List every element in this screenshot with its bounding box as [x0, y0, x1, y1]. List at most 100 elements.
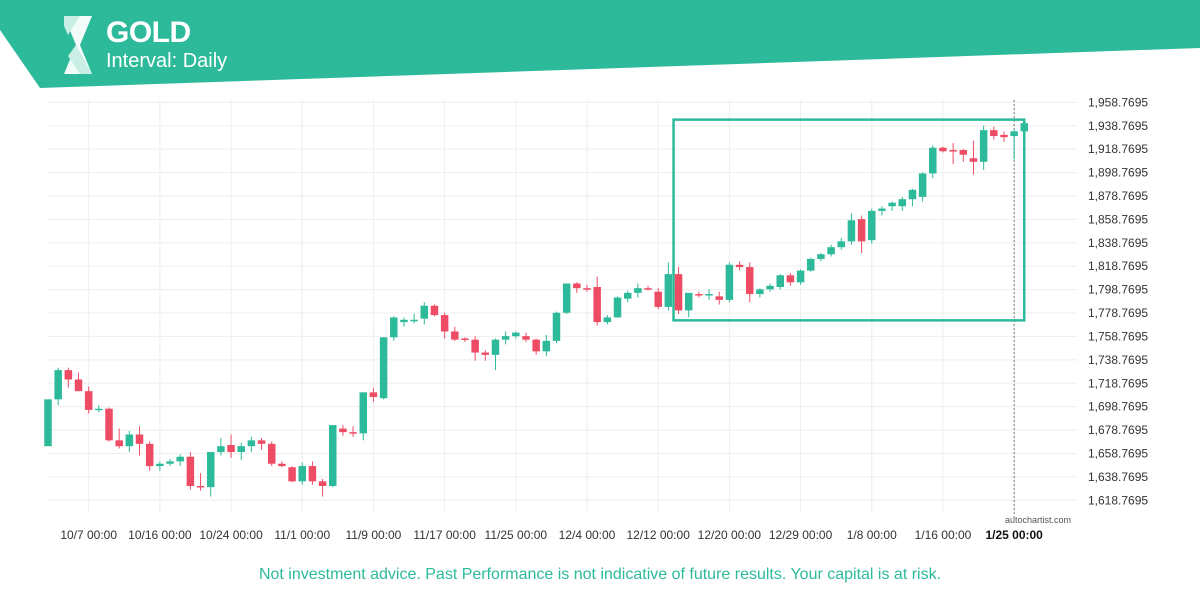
candle-body: [745, 267, 754, 295]
pattern-box: [672, 118, 1026, 322]
candle-body: [583, 288, 591, 290]
candle-body: [166, 461, 174, 464]
candle-body: [501, 336, 510, 340]
candle-body: [603, 317, 612, 323]
candle-body: [796, 270, 805, 283]
y-tick-label: 1,958.7695: [1088, 95, 1148, 109]
candle-body: [735, 264, 744, 268]
candle-body: [756, 289, 764, 295]
y-tick-label: 1,718.7695: [1088, 376, 1148, 390]
candle-body: [807, 258, 815, 271]
autochartist-logo-icon: [64, 16, 92, 74]
candle-body: [400, 319, 408, 323]
y-tick-label: 1,798.7695: [1088, 283, 1148, 297]
candle-body: [827, 247, 835, 255]
header-banner: [0, 0, 1200, 88]
y-tick-label: 1,938.7695: [1088, 119, 1148, 133]
candle-body: [766, 285, 774, 290]
y-tick-label: 1,678.7695: [1088, 423, 1148, 437]
candle-body: [552, 312, 561, 341]
y-tick-label: 1,698.7695: [1088, 400, 1148, 414]
candle-body: [288, 467, 296, 482]
instrument-title: GOLD: [106, 16, 191, 49]
candle-body: [837, 241, 846, 248]
candle-body: [298, 466, 306, 482]
x-tick-label: 1/8 00:00: [847, 528, 897, 542]
candle-body: [868, 210, 876, 241]
candle-body: [1010, 131, 1018, 137]
candle-body: [847, 220, 856, 242]
candle-body: [461, 338, 469, 341]
header-banner-shape: [0, 0, 1200, 88]
candle-body: [369, 392, 378, 398]
candle-body: [318, 481, 327, 486]
candle-body: [359, 392, 368, 434]
candle-body: [1000, 134, 1008, 138]
candle-body: [908, 189, 917, 200]
candle-body: [857, 219, 866, 242]
candle-body: [684, 292, 693, 311]
candle-body: [674, 274, 683, 311]
candle-body: [186, 456, 195, 486]
candle-body: [217, 446, 225, 453]
x-tick-label: 10/7 00:00: [60, 528, 117, 542]
candle-body: [634, 288, 642, 293]
candle-body: [54, 370, 62, 400]
candle-body: [125, 434, 134, 447]
y-tick-label: 1,658.7695: [1088, 446, 1148, 460]
candle-body: [145, 443, 154, 467]
candle-body: [491, 339, 500, 355]
candle-body: [115, 440, 123, 447]
candle-body: [573, 283, 581, 289]
candle-body: [329, 425, 337, 486]
candle-body: [1020, 123, 1029, 132]
x-tick-label: 10/24 00:00: [199, 528, 263, 542]
candle-body: [135, 434, 144, 444]
candle-body: [95, 408, 103, 411]
candle-body: [278, 463, 286, 467]
candle-body: [959, 150, 968, 155]
interval-label: Interval: Daily: [106, 50, 228, 72]
candle-body: [878, 208, 886, 211]
candle-body: [898, 199, 907, 207]
x-tick-label: 10/16 00:00: [128, 528, 192, 542]
candle-body: [562, 283, 571, 313]
candle-body: [105, 408, 113, 441]
candle-body: [817, 254, 825, 259]
candle-body: [929, 147, 937, 174]
candlestick-chart: 1,958.7695 1,938.7695 1,918.7695 1,898.7695…: [44, 95, 1148, 542]
candle-body: [440, 315, 449, 332]
candle-body: [176, 456, 184, 462]
y-tick-label: 1,898.7695: [1088, 166, 1148, 180]
candle-body: [390, 317, 398, 338]
candle-body: [471, 339, 479, 353]
candle-body: [206, 452, 215, 488]
candle-body: [379, 337, 388, 399]
candle-body: [715, 296, 723, 300]
candle-body: [654, 291, 662, 307]
candle-body: [410, 319, 418, 322]
candle-body: [512, 332, 520, 337]
candle-body: [64, 370, 73, 380]
disclaimer-text: Not investment advice. Past Performance …: [258, 566, 942, 583]
x-tick-label: 1/16 00:00: [915, 528, 972, 542]
candle-body: [969, 158, 978, 162]
candle-body: [247, 440, 256, 447]
x-tick-label: 11/9 00:00: [346, 528, 402, 542]
candle-body: [308, 466, 317, 482]
candle-body: [532, 339, 540, 352]
x-tick-label: 11/25 00:00: [485, 528, 548, 542]
x-tick-label: 1/25 00:00: [985, 528, 1043, 542]
candle-body: [44, 399, 52, 447]
y-tick-label: 1,878.7695: [1088, 189, 1148, 203]
candle-body: [623, 292, 632, 299]
y-tick-label: 1,818.7695: [1088, 259, 1148, 273]
candle-body: [593, 287, 601, 323]
x-tick-label: 12/12 00:00: [626, 528, 690, 542]
candle-body: [481, 352, 490, 355]
candle-body: [613, 297, 622, 318]
candle-body: [725, 264, 734, 300]
x-tick-label: 11/17 00:00: [413, 528, 476, 542]
watermark: autochartist.com: [1005, 515, 1072, 525]
candle-body: [705, 294, 713, 296]
